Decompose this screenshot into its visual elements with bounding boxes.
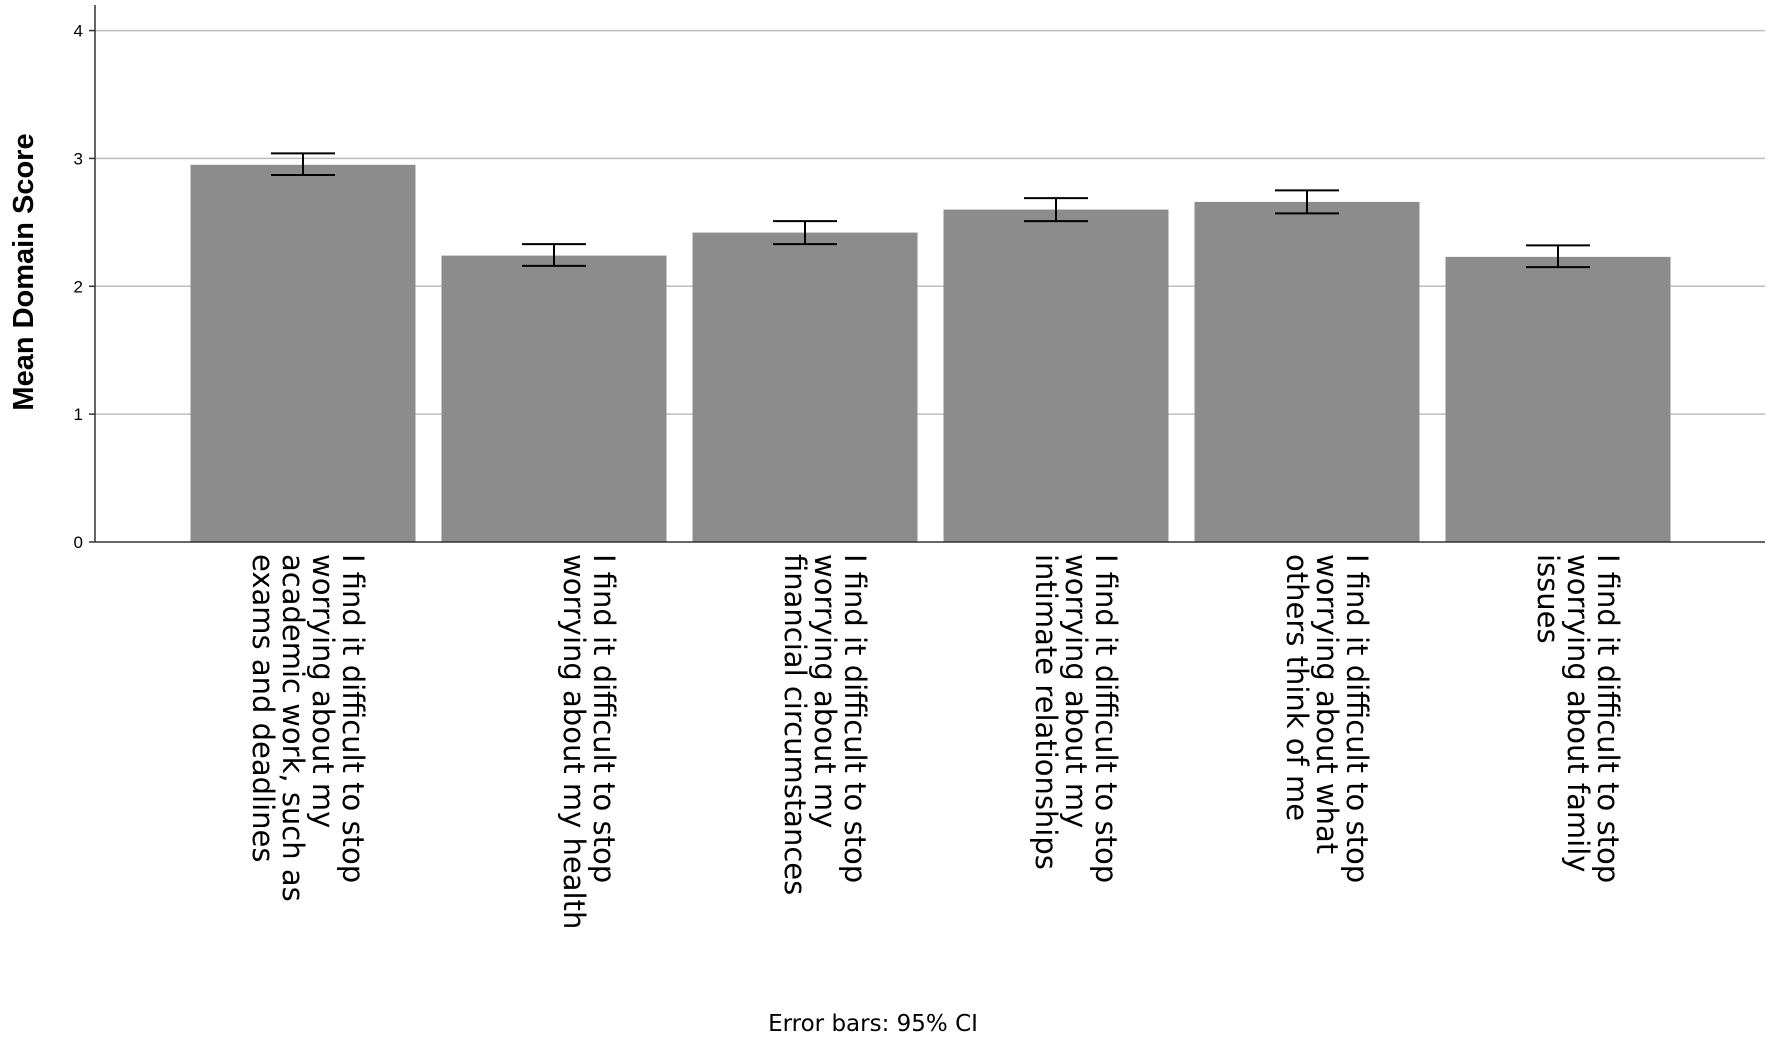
category-label-line: worrying about my	[1059, 554, 1093, 828]
error-bar	[271, 152, 335, 177]
category-label-line: financial circumstances	[778, 554, 812, 895]
category-label-line: worrying about what	[1310, 554, 1344, 854]
bar	[943, 209, 1169, 543]
error-bar	[1024, 197, 1088, 223]
error-bars-footnote: Error bars: 95% CI	[768, 1011, 978, 1037]
category-label: I find it difficult to stopworrying abou…	[1280, 554, 1374, 883]
category-labels: I find it difficult to stopworrying abou…	[246, 554, 1625, 929]
category-label: I find it difficult to stopworrying abou…	[246, 554, 370, 902]
category-label-line: issues	[1531, 554, 1565, 644]
category-label-line: worrying about my	[808, 554, 842, 828]
category-label-line: worrying about my health	[557, 554, 591, 929]
axes	[94, 5, 1765, 543]
category-label-line: others think of me	[1280, 554, 1314, 821]
category-label: I find it difficult to stopworrying abou…	[778, 554, 872, 895]
error-bar	[1275, 189, 1339, 215]
bars	[190, 164, 1671, 543]
category-label-line: worrying about family	[1561, 554, 1595, 872]
error-bar	[522, 243, 586, 267]
bar	[692, 232, 918, 543]
category-label-line: I find it difficult to stop	[1089, 554, 1123, 883]
y-tick-label: 4	[74, 22, 83, 41]
bar	[441, 255, 667, 542]
category-label-line: I find it difficult to stop	[838, 554, 872, 883]
error-bar	[1526, 244, 1590, 269]
y-tick-labels: 0 1 2 3 4	[74, 22, 95, 552]
category-label: I find it difficult to stopworrying abou…	[557, 554, 621, 929]
bar	[190, 164, 416, 543]
category-label-line: intimate relationships	[1029, 554, 1063, 870]
category-label-line: I find it difficult to stop	[587, 554, 621, 883]
y-tick-label: 0	[74, 533, 83, 552]
y-tick-label: 1	[74, 405, 83, 424]
category-label-line: I find it difficult to stop	[336, 554, 370, 883]
error-bars	[271, 152, 1590, 269]
category-label-line: worrying about my	[306, 554, 340, 828]
bar	[1194, 201, 1420, 542]
bar	[1445, 256, 1671, 542]
y-tick-label: 2	[74, 277, 83, 296]
category-label-line: exams and deadlines	[246, 554, 280, 863]
category-label-line: I find it difficult to stop	[1340, 554, 1374, 883]
category-label-line: I find it difficult to stop	[1591, 554, 1625, 883]
category-label: I find it difficult to stopworrying abou…	[1029, 554, 1123, 883]
category-label: I find it difficult to stopworrying abou…	[1531, 554, 1625, 883]
y-tick-label: 3	[74, 149, 83, 168]
category-label-line: academic work, such as	[276, 554, 310, 902]
y-axis-title: Mean Domain Score	[8, 133, 40, 410]
error-bar	[773, 220, 837, 246]
